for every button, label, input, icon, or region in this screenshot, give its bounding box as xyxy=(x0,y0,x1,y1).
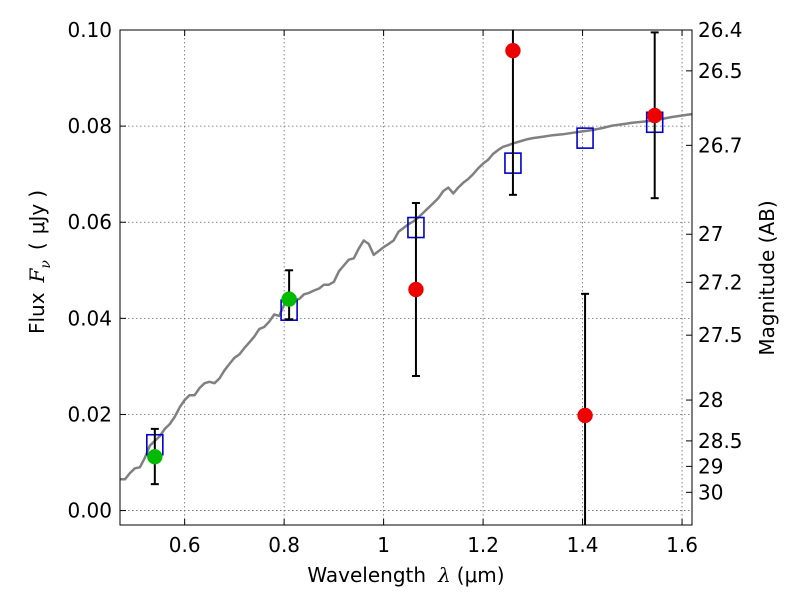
x-axis-label-text: Wavelength xyxy=(307,563,426,587)
grid-lines xyxy=(120,30,692,525)
detection-point xyxy=(147,449,163,465)
x-axis-label-unit: μm xyxy=(465,563,497,587)
x-tick-label: 0.6 xyxy=(169,533,201,557)
observed-point xyxy=(577,407,593,424)
x-axis-label: Wavelength λ (μm) xyxy=(307,563,504,587)
y-tick-label: 0.06 xyxy=(67,210,112,234)
x-axis-label-symbol: λ xyxy=(437,563,451,587)
y-tick-label: 0.10 xyxy=(67,18,112,42)
observed-point xyxy=(505,42,521,59)
detection-point xyxy=(281,291,297,307)
y2-tick-label: 30 xyxy=(698,480,723,504)
y-axis-label-subscript: ν xyxy=(38,260,54,269)
y-axis-label: Flux Fν ( μJy) xyxy=(25,190,54,334)
y-tick-label: 0.00 xyxy=(67,499,112,523)
observed-point xyxy=(646,107,663,124)
y-tick-label: 0.04 xyxy=(67,306,112,330)
model-sed-line xyxy=(120,112,692,481)
x-axis-label-unit-open: ( xyxy=(457,563,465,587)
y-axis-label-symbol: F xyxy=(25,267,49,283)
y2-tick-label: 27.2 xyxy=(698,270,743,294)
y2-tick-label: 28.5 xyxy=(698,429,743,453)
x-axis-label-unit-close: ) xyxy=(497,563,505,587)
y-tick-label: 0.08 xyxy=(67,114,112,138)
plot-area xyxy=(120,30,692,525)
y2-tick-label: 26.5 xyxy=(698,59,743,83)
x-tick-label: 1.6 xyxy=(666,533,698,557)
y-tick-label: 0.02 xyxy=(67,402,112,426)
y2-tick-label: 27 xyxy=(698,222,723,246)
y2-tick-label: 26.4 xyxy=(698,18,743,42)
y-axis-label-unit-close: ) xyxy=(25,190,49,198)
axes: 0.6 0.8 1 1.2 1.4 1.6 0.00 0.02 0.04 0.06 0.08 0.10… xyxy=(67,18,742,557)
x-tick-label: 1.2 xyxy=(467,533,499,557)
y-axis-label-unit-open: ( xyxy=(25,242,49,250)
y2-tick-label: 28 xyxy=(698,388,723,412)
x-tick-label: 0.8 xyxy=(268,533,300,557)
y2-tick-label: 26.7 xyxy=(698,133,743,157)
model-band-square xyxy=(576,127,594,149)
y2-tick-label: 27.5 xyxy=(698,323,743,347)
x-tick-label: 1.4 xyxy=(567,533,599,557)
y2-axis-label: Magnitude (AB) xyxy=(755,200,779,355)
x-tick-label: 1 xyxy=(377,533,390,557)
observed-point xyxy=(408,281,424,298)
axes-frame xyxy=(119,29,693,526)
y2-tick-label: 29 xyxy=(698,454,723,478)
y-axis-label-unit: μJy xyxy=(25,204,49,235)
y-axis-label-text: Flux xyxy=(25,292,49,334)
